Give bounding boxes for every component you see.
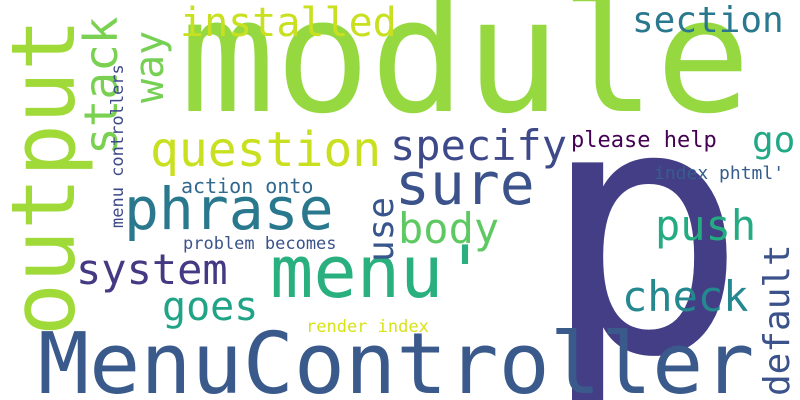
word-module: module bbox=[180, 0, 751, 149]
word-p: p bbox=[540, 32, 748, 400]
word-render-index: render index bbox=[306, 317, 429, 337]
word-section: section bbox=[632, 0, 784, 41]
word-phrase: phrase bbox=[124, 175, 334, 243]
word-specify: specify bbox=[390, 121, 568, 170]
word-push: push bbox=[655, 201, 757, 250]
word-goes: goes bbox=[162, 284, 259, 330]
word-default: default bbox=[757, 244, 798, 396]
word-body: body bbox=[398, 204, 500, 253]
word-way: way bbox=[127, 30, 173, 103]
word-question: question bbox=[150, 122, 382, 178]
word-menu-quote: menu' bbox=[270, 230, 487, 314]
word-please-help: please help bbox=[571, 128, 717, 153]
word-problem-becomes: problem becomes bbox=[183, 234, 337, 254]
word-menucontroller: MenuController bbox=[38, 315, 755, 400]
word-check: check bbox=[622, 272, 749, 321]
word-use: use bbox=[361, 196, 402, 262]
word-action-onto: action onto bbox=[181, 174, 314, 198]
word-go: go bbox=[752, 120, 796, 161]
word-menu-controllers: menu controllers bbox=[108, 64, 128, 228]
word-system: system bbox=[76, 245, 228, 294]
word-installed: installed bbox=[180, 0, 397, 46]
word-index-phtml: index phtml' bbox=[654, 163, 785, 184]
word-sure: sure bbox=[395, 150, 535, 218]
